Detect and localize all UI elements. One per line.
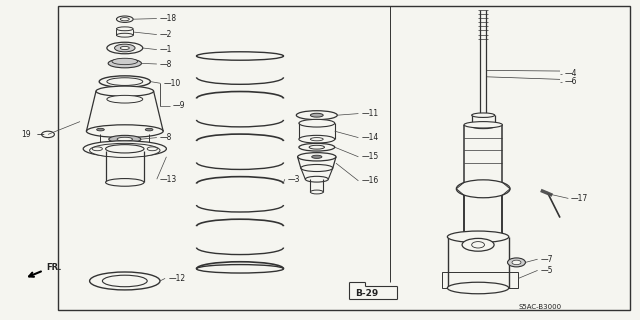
- Text: —16: —16: [362, 176, 379, 185]
- Ellipse shape: [117, 137, 132, 141]
- Ellipse shape: [462, 238, 494, 251]
- Ellipse shape: [472, 124, 495, 129]
- Ellipse shape: [116, 27, 133, 31]
- Ellipse shape: [116, 16, 133, 22]
- Bar: [442, 272, 518, 288]
- Text: —2: —2: [160, 30, 172, 39]
- Ellipse shape: [120, 18, 129, 21]
- Ellipse shape: [106, 179, 144, 186]
- Ellipse shape: [447, 282, 509, 294]
- Ellipse shape: [447, 231, 509, 243]
- Text: —12: —12: [168, 274, 186, 283]
- Ellipse shape: [299, 135, 335, 143]
- Text: —18: —18: [160, 14, 177, 23]
- Ellipse shape: [102, 275, 147, 287]
- Text: —17: —17: [570, 194, 588, 203]
- Ellipse shape: [312, 155, 322, 158]
- Text: —8: —8: [160, 60, 172, 68]
- Text: S5AC-B3000: S5AC-B3000: [518, 304, 561, 310]
- Ellipse shape: [99, 76, 150, 87]
- Text: —6: —6: [565, 77, 578, 86]
- Ellipse shape: [196, 52, 284, 60]
- Ellipse shape: [298, 153, 336, 161]
- Text: —13: —13: [160, 175, 177, 184]
- Ellipse shape: [112, 58, 138, 65]
- Text: —5: —5: [541, 266, 554, 275]
- Ellipse shape: [107, 78, 143, 85]
- Ellipse shape: [310, 113, 323, 117]
- Ellipse shape: [116, 33, 133, 37]
- Ellipse shape: [90, 272, 160, 290]
- Ellipse shape: [472, 242, 484, 248]
- Ellipse shape: [42, 131, 54, 138]
- Ellipse shape: [86, 125, 163, 138]
- Bar: [58, 6, 630, 310]
- Ellipse shape: [90, 143, 160, 157]
- Ellipse shape: [96, 86, 154, 96]
- Ellipse shape: [464, 122, 502, 128]
- Ellipse shape: [301, 164, 333, 172]
- Ellipse shape: [107, 95, 143, 103]
- Ellipse shape: [508, 258, 525, 267]
- Text: —3: —3: [288, 175, 301, 184]
- Text: —1: —1: [160, 45, 172, 54]
- Text: 19: 19: [21, 130, 31, 139]
- Ellipse shape: [305, 176, 328, 182]
- Text: B-29: B-29: [355, 289, 378, 298]
- Ellipse shape: [106, 145, 144, 153]
- Ellipse shape: [109, 135, 141, 143]
- Ellipse shape: [83, 141, 166, 157]
- Ellipse shape: [115, 44, 135, 52]
- Ellipse shape: [512, 260, 521, 265]
- Text: —14: —14: [362, 133, 379, 142]
- Ellipse shape: [196, 265, 284, 273]
- Text: —9: —9: [173, 101, 186, 110]
- Text: —4: —4: [565, 69, 578, 78]
- Text: —: —: [36, 130, 44, 139]
- Ellipse shape: [309, 145, 324, 149]
- Text: —11: —11: [362, 109, 379, 118]
- Text: —15: —15: [362, 152, 379, 161]
- Ellipse shape: [145, 128, 153, 131]
- Text: —8: —8: [160, 133, 172, 142]
- Ellipse shape: [310, 190, 323, 194]
- Ellipse shape: [299, 119, 335, 127]
- Ellipse shape: [108, 59, 141, 68]
- Ellipse shape: [299, 143, 335, 151]
- Ellipse shape: [120, 46, 129, 50]
- Ellipse shape: [92, 147, 102, 151]
- Ellipse shape: [147, 147, 157, 151]
- Ellipse shape: [456, 180, 510, 198]
- Ellipse shape: [97, 128, 104, 131]
- Text: —7: —7: [541, 255, 554, 264]
- Text: FR.: FR.: [46, 263, 61, 272]
- Ellipse shape: [296, 111, 337, 120]
- Text: —10: —10: [163, 79, 180, 88]
- Ellipse shape: [107, 42, 143, 54]
- Ellipse shape: [310, 138, 323, 141]
- Ellipse shape: [472, 113, 495, 117]
